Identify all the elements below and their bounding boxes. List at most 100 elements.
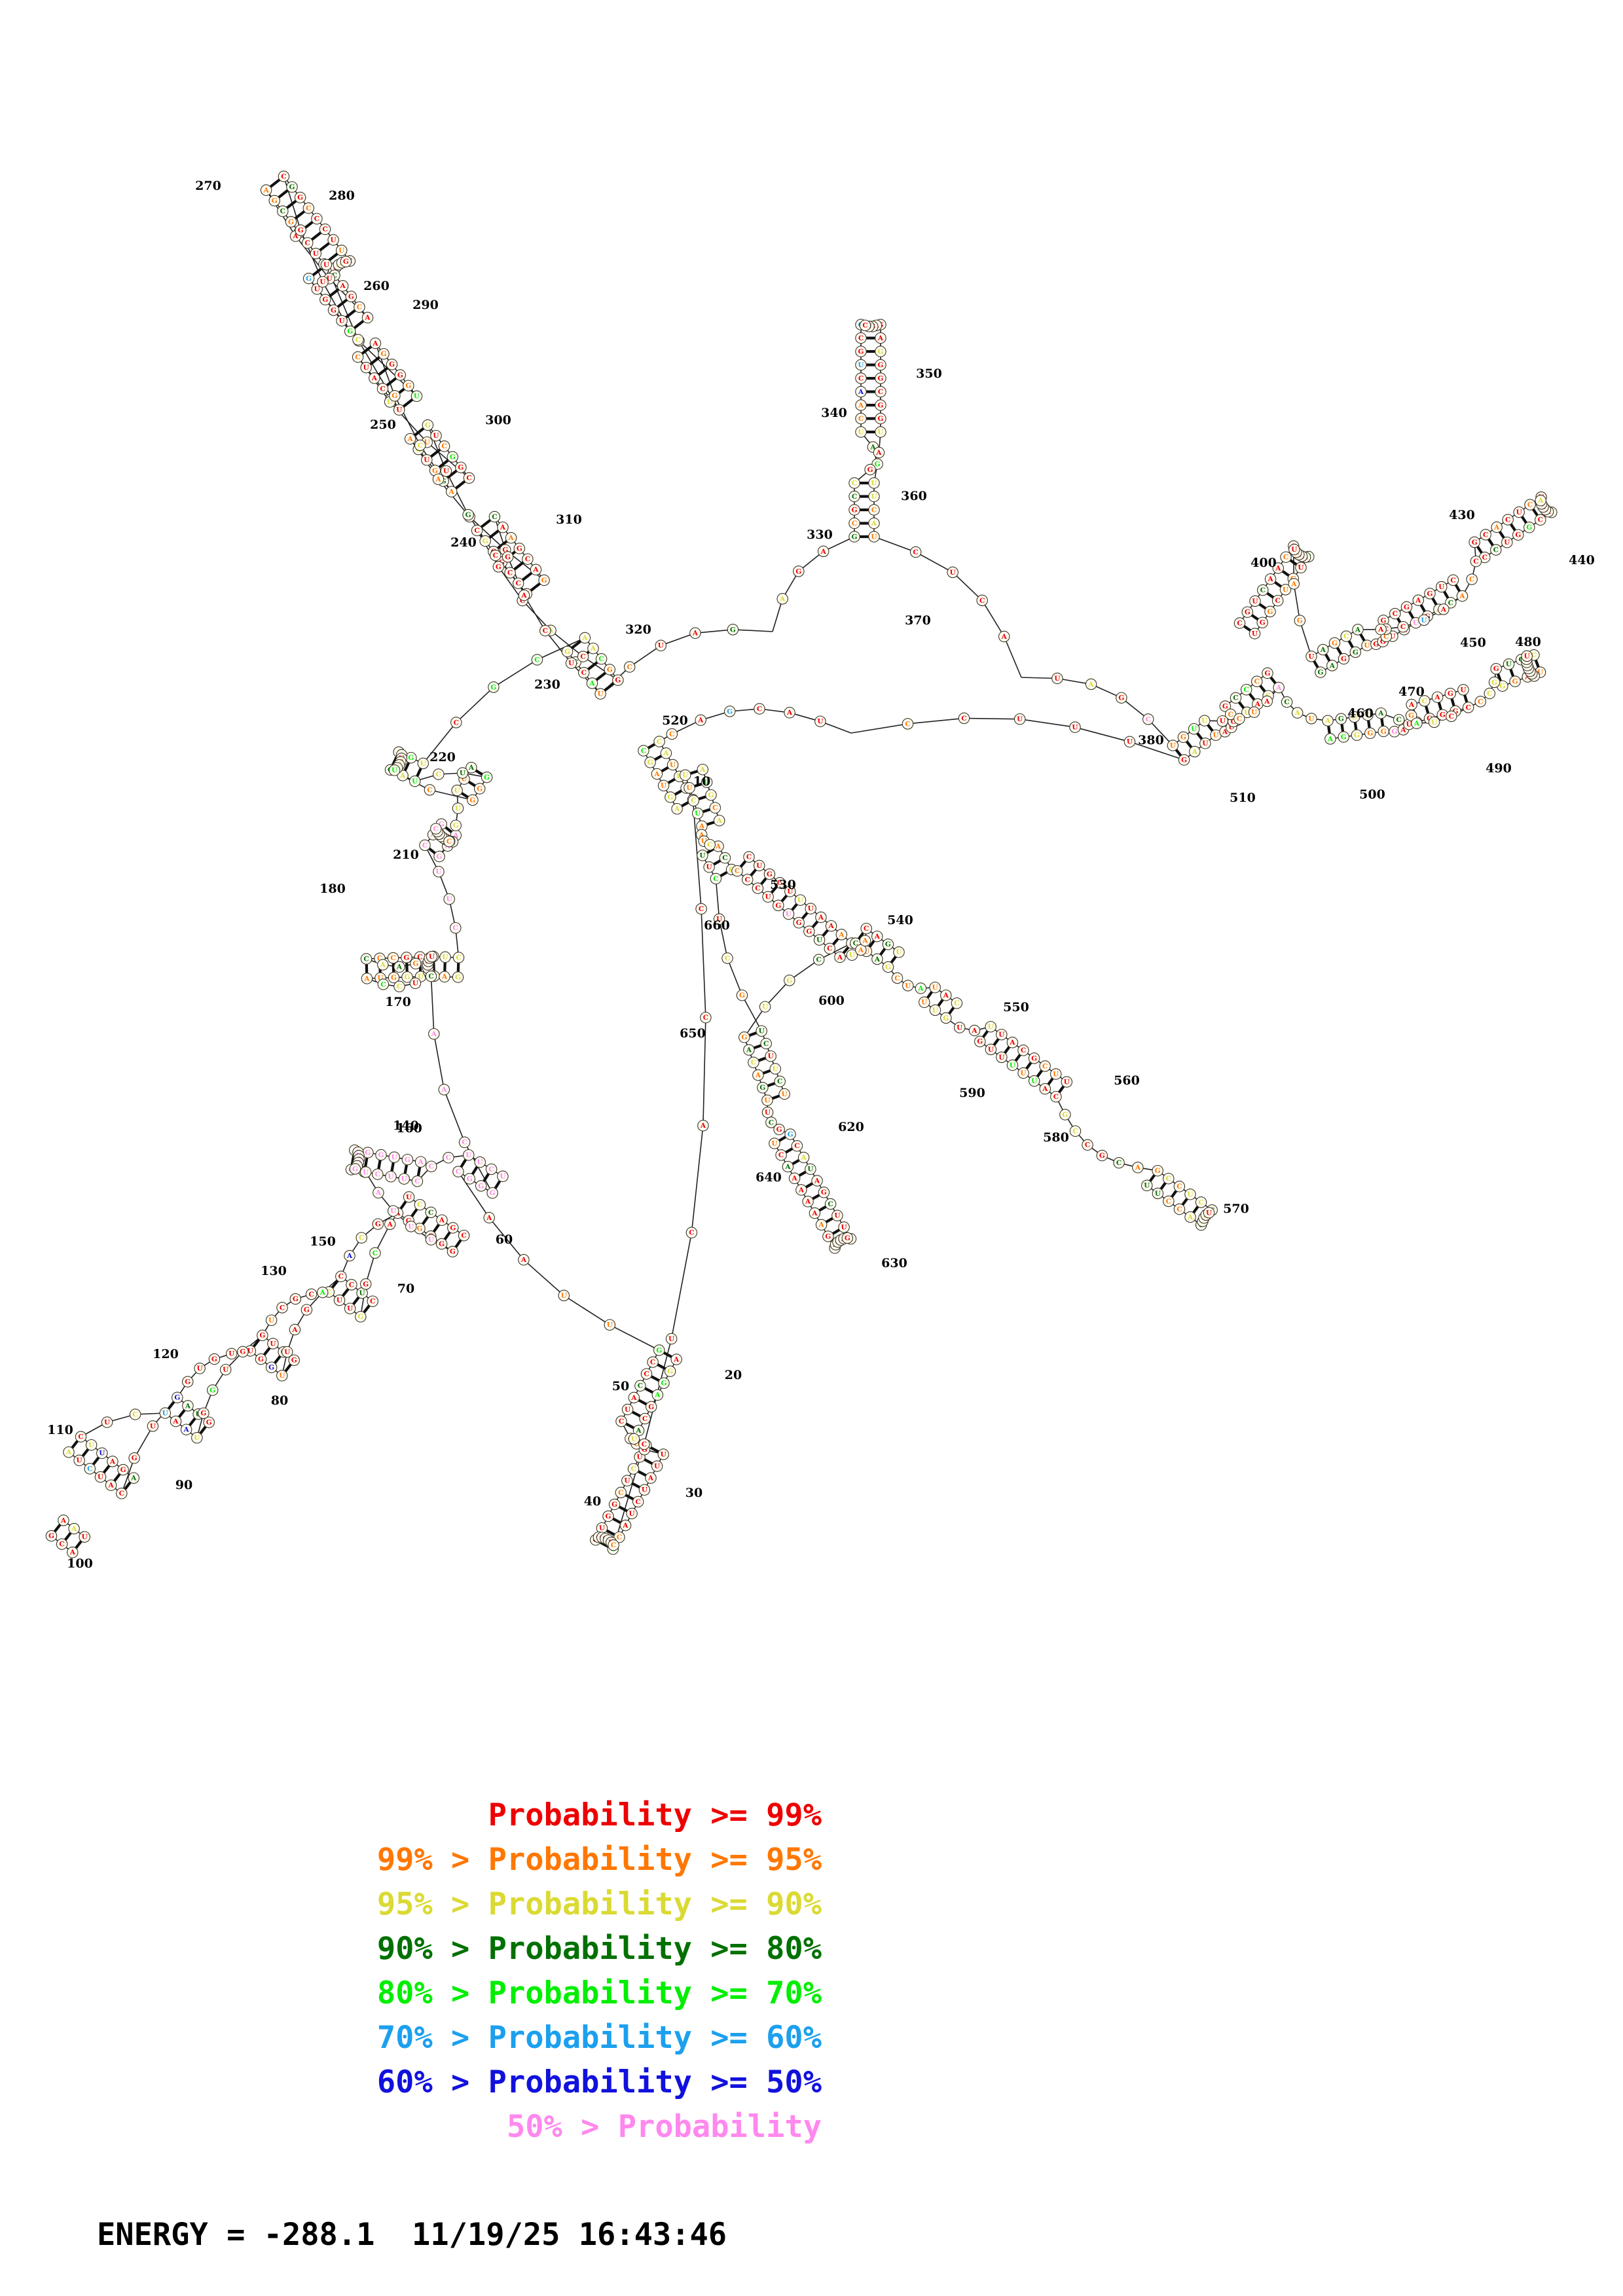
svg-text:520: 520 (662, 713, 688, 728)
svg-text:U: U (377, 975, 383, 982)
nucleotide: U (1199, 738, 1211, 749)
nucleotide: A (397, 770, 409, 781)
base-pair-bond (1454, 584, 1461, 592)
base-pair-bond (657, 1363, 666, 1371)
svg-text:C: C (725, 954, 730, 962)
svg-text:C: C (1505, 516, 1510, 524)
nucleotide: G (1400, 601, 1413, 613)
svg-text:U: U (816, 937, 822, 944)
svg-text:U: U (561, 1292, 567, 1300)
svg-text:U: U (1017, 715, 1023, 723)
svg-text:C: C (507, 569, 513, 577)
svg-text:G: G (502, 547, 508, 554)
nucleotide: G (822, 1230, 834, 1242)
base-pair-bond (647, 743, 656, 749)
nucleotide: U (1513, 506, 1525, 518)
svg-text:C: C (1493, 547, 1499, 554)
nucleotide: C (352, 351, 364, 363)
position-label-290: 290 (412, 298, 439, 312)
backbone-link (850, 723, 908, 734)
svg-text:G: G (477, 785, 483, 793)
svg-text:A: A (700, 1122, 706, 1130)
svg-text:C: C (349, 1281, 354, 1289)
base-pair-bond (822, 929, 830, 937)
backbone-link (469, 516, 506, 550)
svg-text:A: A (396, 963, 403, 971)
svg-text:U: U (759, 1028, 765, 1035)
svg-text:A: A (798, 1186, 805, 1194)
nucleotide: U (684, 782, 695, 794)
svg-text:C: C (1176, 1183, 1182, 1191)
svg-text:A: A (452, 832, 459, 840)
backbone-link (1129, 741, 1184, 761)
base-pair-bond (274, 1355, 282, 1364)
svg-text:C: C (380, 385, 385, 393)
svg-text:U: U (455, 804, 461, 812)
svg-text:U: U (932, 984, 938, 992)
nucleotide: C (450, 717, 462, 728)
svg-text:G: G (432, 467, 438, 475)
svg-text:A: A (590, 645, 596, 653)
rna-structure-panel: ACGGCGGCACCCUUCUUCGUAAGGUUCGAGGUCGAAUUGC… (45, 170, 1595, 1571)
backbone-link (818, 942, 852, 961)
svg-text:C: C (488, 1166, 494, 1174)
nucleotide: G (848, 531, 860, 543)
nucleotide: C (75, 1431, 87, 1443)
svg-text:G: G (1353, 649, 1359, 656)
svg-text:C: C (617, 1534, 622, 1541)
nucleotide: G (1096, 1149, 1108, 1162)
nucleotide: G (561, 645, 574, 658)
base-pair-bond (361, 345, 373, 355)
backbone-link (550, 630, 584, 657)
svg-text:G: G (120, 1466, 126, 1474)
nucleotide: C (419, 839, 431, 852)
nucleotide: C (721, 952, 733, 964)
nucleotide: A (695, 714, 706, 726)
base-pair-bond (1014, 1054, 1021, 1062)
svg-text:U: U (771, 1139, 777, 1147)
svg-text:G: G (304, 1306, 310, 1314)
position-label-110: 110 (47, 1423, 73, 1437)
base-pair-bond (637, 1470, 647, 1477)
position-label-560: 560 (1114, 1073, 1140, 1088)
nucleotide: C (539, 624, 551, 637)
svg-text:G: G (1453, 708, 1459, 715)
position-label-50: 50 (612, 1379, 629, 1393)
backbone-link (702, 1017, 706, 1126)
nucleotide: G (727, 624, 739, 636)
svg-text:A: A (820, 548, 827, 556)
base-pair-bond (753, 1044, 762, 1050)
nucleotide: C (387, 952, 399, 964)
svg-text:C: C (1283, 554, 1288, 562)
svg-text:U: U (1308, 715, 1314, 723)
svg-text:310: 310 (556, 512, 582, 527)
nucleotide: G (653, 1344, 665, 1356)
svg-text:G: G (211, 1355, 217, 1363)
svg-text:C: C (1146, 715, 1151, 723)
svg-text:G: G (1118, 694, 1124, 702)
nucleotide: U (1141, 1179, 1153, 1192)
svg-text:G: G (1499, 683, 1505, 691)
svg-text:C: C (280, 1304, 285, 1312)
svg-text:A: A (1264, 698, 1270, 706)
base-pair-bond (319, 242, 330, 251)
svg-text:G: G (878, 415, 884, 423)
base-pair-bond (667, 778, 676, 785)
svg-text:G: G (348, 293, 354, 300)
svg-text:U: U (104, 1418, 110, 1426)
svg-text:U: U (716, 916, 722, 924)
nucleotide: U (433, 866, 445, 878)
nucleotide: A (63, 1446, 75, 1458)
svg-text:A: A (292, 232, 299, 240)
base-pair-bond (428, 847, 436, 855)
svg-text:C: C (436, 770, 441, 778)
svg-text:U: U (957, 1024, 962, 1031)
nucleotide: C (632, 1496, 644, 1508)
nucleotide: U (451, 784, 463, 797)
svg-text:G: G (1391, 728, 1397, 736)
nucleotide: U (701, 776, 713, 788)
svg-text:C: C (414, 1177, 420, 1185)
position-label-550: 550 (1003, 1000, 1029, 1014)
svg-text:A: A (532, 566, 539, 574)
position-label-520: 520 (662, 713, 688, 728)
